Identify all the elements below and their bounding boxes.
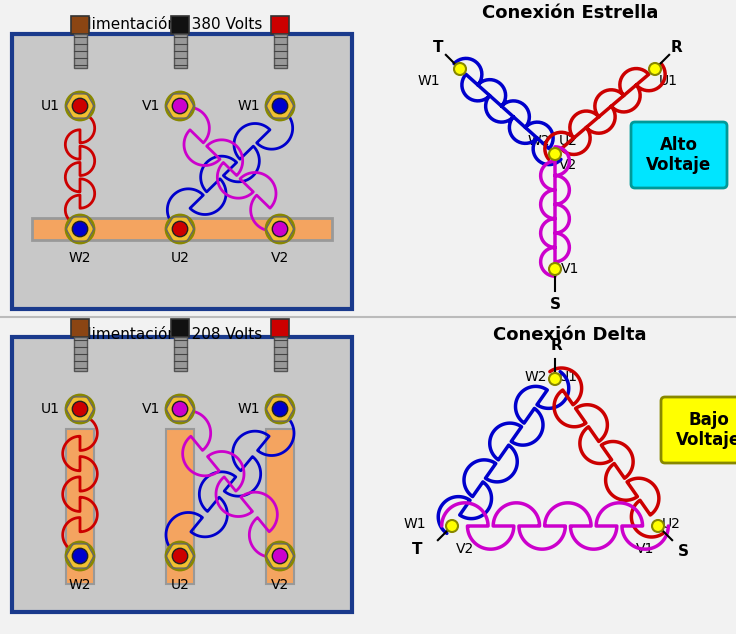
Circle shape: [266, 92, 294, 120]
Circle shape: [272, 98, 288, 113]
Text: Conexión Estrella: Conexión Estrella: [482, 4, 658, 22]
Text: U1: U1: [559, 370, 578, 384]
Text: W1: W1: [238, 402, 260, 416]
FancyBboxPatch shape: [661, 397, 736, 463]
Circle shape: [446, 520, 458, 532]
Circle shape: [272, 548, 288, 564]
Circle shape: [272, 221, 288, 236]
Text: R: R: [671, 40, 683, 55]
Text: W1: W1: [417, 74, 440, 88]
Circle shape: [172, 221, 188, 236]
Text: V2: V2: [559, 158, 577, 172]
FancyBboxPatch shape: [631, 122, 727, 188]
Circle shape: [549, 373, 561, 385]
Circle shape: [649, 63, 661, 75]
Text: U2: U2: [559, 134, 578, 148]
Text: V1: V1: [141, 99, 160, 113]
Text: Bajo
Voltaje: Bajo Voltaje: [676, 411, 736, 450]
Bar: [71, 16, 89, 34]
Circle shape: [66, 215, 94, 243]
Text: W1: W1: [403, 517, 426, 531]
Circle shape: [166, 542, 194, 570]
Bar: [171, 16, 189, 34]
Text: Alimentación   208 Volts: Alimentación 208 Volts: [77, 327, 263, 342]
Text: Alimentación   380 Volts: Alimentación 380 Volts: [77, 17, 263, 32]
Bar: [66, 429, 94, 584]
Bar: [171, 319, 189, 337]
Text: U2: U2: [662, 517, 681, 531]
Text: V1: V1: [141, 402, 160, 416]
Circle shape: [166, 395, 194, 423]
Circle shape: [172, 98, 188, 113]
Text: Alto
Voltaje: Alto Voltaje: [646, 136, 712, 174]
Bar: [32, 218, 332, 240]
Text: V2: V2: [271, 578, 289, 592]
Circle shape: [72, 401, 88, 417]
Text: W1: W1: [238, 99, 260, 113]
Circle shape: [652, 520, 664, 532]
Circle shape: [72, 548, 88, 564]
Text: W2: W2: [68, 251, 91, 265]
Bar: [74, 34, 87, 68]
Text: U1: U1: [659, 74, 678, 88]
Text: V2: V2: [456, 542, 474, 556]
Text: Conexión Delta: Conexión Delta: [493, 326, 647, 344]
Text: U1: U1: [41, 402, 60, 416]
Circle shape: [454, 63, 466, 75]
Circle shape: [272, 401, 288, 417]
Text: W2: W2: [68, 578, 91, 592]
Text: V1: V1: [561, 262, 579, 276]
Circle shape: [549, 148, 561, 160]
Circle shape: [172, 401, 188, 417]
Circle shape: [266, 215, 294, 243]
Circle shape: [166, 215, 194, 243]
Bar: [74, 337, 87, 371]
Text: V1: V1: [636, 542, 654, 556]
Circle shape: [166, 92, 194, 120]
Circle shape: [66, 92, 94, 120]
Text: W2: W2: [525, 370, 547, 384]
Bar: [12, 337, 352, 612]
Circle shape: [66, 542, 94, 570]
Circle shape: [549, 263, 561, 275]
Text: V2: V2: [271, 251, 289, 265]
Text: S: S: [678, 544, 689, 559]
Bar: [71, 319, 89, 337]
Bar: [174, 34, 186, 68]
Bar: [271, 319, 289, 337]
Circle shape: [72, 98, 88, 113]
Text: U1: U1: [41, 99, 60, 113]
Circle shape: [66, 395, 94, 423]
Circle shape: [266, 395, 294, 423]
Bar: [166, 429, 194, 584]
Bar: [271, 16, 289, 34]
Circle shape: [172, 548, 188, 564]
Text: R: R: [551, 338, 563, 353]
Circle shape: [72, 221, 88, 236]
Bar: [274, 34, 286, 68]
Bar: [274, 337, 286, 371]
Bar: [174, 337, 186, 371]
Text: U2: U2: [171, 578, 189, 592]
Text: T: T: [433, 40, 443, 55]
Text: U2: U2: [171, 251, 189, 265]
Text: T: T: [411, 542, 422, 557]
Circle shape: [266, 542, 294, 570]
Text: S: S: [550, 297, 561, 312]
Text: W2: W2: [528, 134, 550, 148]
Bar: [266, 429, 294, 584]
Bar: [12, 34, 352, 309]
